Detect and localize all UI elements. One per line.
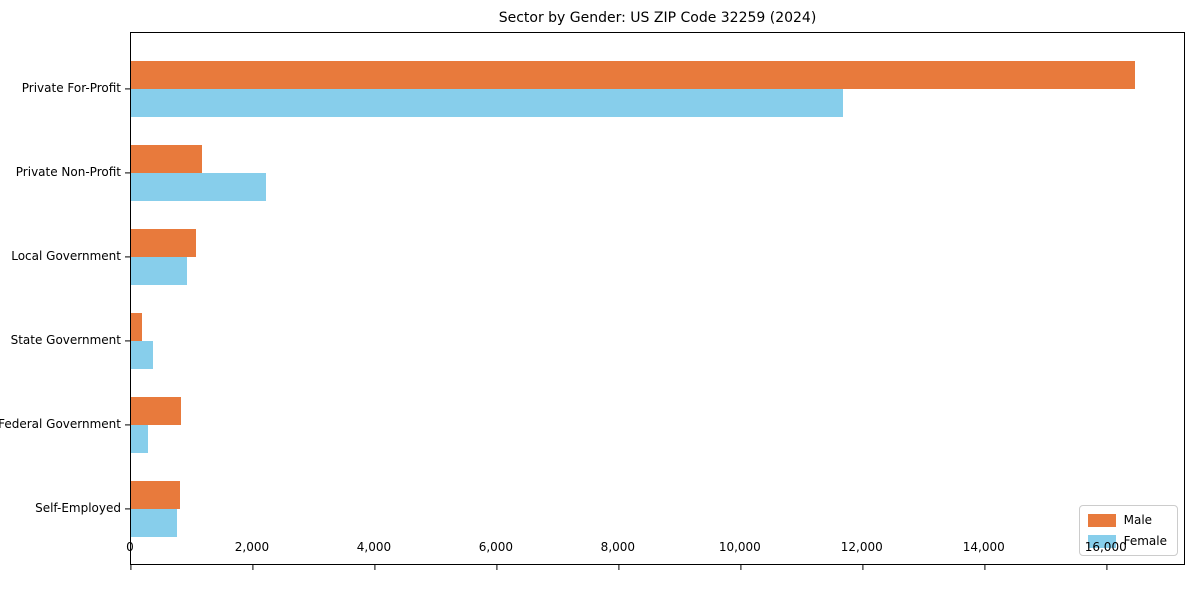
y-tick-mark-state-government [125, 340, 130, 342]
bar-female-local-government [131, 257, 188, 285]
x-tick-mark-14000 [984, 565, 986, 570]
legend: Male Female [1078, 505, 1178, 556]
x-tick-label-6000: 6,000 [478, 540, 514, 554]
legend-female-label: Female [1123, 534, 1167, 548]
x-tick-mark-2000 [252, 565, 254, 570]
x-tick-mark-6000 [496, 565, 498, 570]
y-tick-mark-self-employed [125, 508, 130, 510]
bar-male-local-government [131, 229, 196, 257]
legend-female-swatch [1087, 534, 1116, 548]
bar-male-state-government [131, 313, 142, 341]
x-tick-label-0: 0 [126, 540, 134, 554]
x-tick-label-2000: 2,000 [234, 540, 270, 554]
y-tick-label-private-for-profit: Private For-Profit [21, 81, 121, 95]
bar-female-private-non-profit [131, 173, 266, 201]
bar-female-state-government [131, 341, 153, 369]
bar-female-private-for-profit [131, 89, 843, 117]
x-tick-label-12000: 12,000 [840, 540, 883, 554]
plot-area: Male Female [125, 32, 1185, 570]
x-tick-label-14000: 14,000 [962, 540, 1005, 554]
y-tick-mark-private-for-profit [125, 88, 130, 90]
legend-item-female: Female [1087, 534, 1167, 548]
y-tick-label-federal-government: Federal Government [0, 417, 121, 431]
legend-male-swatch [1087, 513, 1116, 527]
y-tick-label-private-non-profit: Private Non-Profit [15, 165, 121, 179]
x-tick-mark-10000 [740, 565, 742, 570]
y-tick-label-local-government: Local Government [11, 249, 121, 263]
x-tick-mark-16000 [1106, 565, 1108, 570]
x-tick-mark-12000 [862, 565, 864, 570]
y-tick-label-state-government: State Government [10, 333, 121, 347]
bar-male-self-employed [131, 481, 180, 509]
x-tick-mark-4000 [374, 565, 376, 570]
bar-male-private-for-profit [131, 61, 1135, 89]
bar-female-federal-government [131, 425, 149, 453]
y-tick-mark-private-non-profit [125, 172, 130, 174]
x-tick-mark-0 [130, 565, 132, 570]
bar-female-self-employed [131, 509, 177, 537]
y-tick-mark-local-government [125, 256, 130, 258]
chart-title: Sector by Gender: US ZIP Code 32259 (202… [498, 10, 817, 26]
x-tick-label-16000: 16,000 [1084, 540, 1127, 554]
bar-male-private-non-profit [131, 145, 202, 173]
x-tick-label-4000: 4,000 [356, 540, 392, 554]
x-tick-mark-8000 [618, 565, 620, 570]
x-tick-label-10000: 10,000 [718, 540, 761, 554]
legend-item-male: Male [1087, 513, 1167, 527]
y-tick-mark-federal-government [125, 424, 130, 426]
x-tick-label-8000: 8,000 [600, 540, 636, 554]
bar-male-federal-government [131, 397, 181, 425]
y-tick-label-self-employed: Self-Employed [35, 501, 121, 515]
legend-male-label: Male [1123, 513, 1153, 527]
